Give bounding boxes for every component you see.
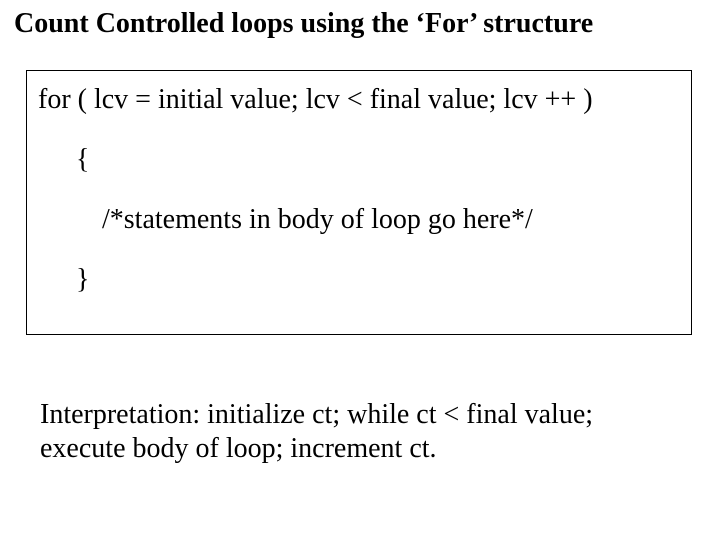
interpretation-text: Interpretation: initialize ct; while ct … [40,398,680,466]
slide-title: Count Controlled loops using the ‘For’ s… [14,8,593,40]
code-line-open-brace: { [76,144,89,176]
slide: Count Controlled loops using the ‘For’ s… [0,0,720,540]
code-line-close-brace: } [76,264,89,296]
code-line-for: for ( lcv = initial value; lcv < final v… [38,84,593,116]
code-line-body: /*statements in body of loop go here*/ [102,204,533,236]
